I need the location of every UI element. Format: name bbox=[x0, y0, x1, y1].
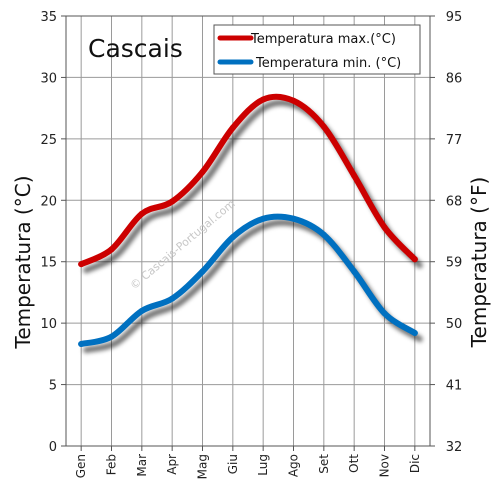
series-max-point-ott bbox=[351, 172, 358, 179]
series-max-point-ago bbox=[290, 97, 297, 104]
y-tick-label-right: 95 bbox=[446, 10, 463, 25]
y-tick-label-left: 20 bbox=[40, 194, 57, 209]
y-tick-label-left: 10 bbox=[40, 317, 57, 332]
x-tick-label: Giu bbox=[226, 454, 240, 474]
y-tick-label-left: 30 bbox=[40, 71, 57, 86]
series-max-point-mar bbox=[138, 210, 145, 217]
y-tick-label-left: 35 bbox=[40, 10, 57, 25]
series-max-point-set bbox=[320, 123, 327, 130]
x-tick-label: Apr bbox=[165, 454, 179, 475]
series-max-shadow bbox=[83, 99, 423, 274]
y-axis-title-right: Temperatura (°F) bbox=[467, 177, 491, 349]
series-max-point-gen bbox=[78, 261, 85, 268]
series-max-point-nov bbox=[381, 224, 388, 231]
series-min bbox=[78, 213, 423, 353]
y-tick-label-right: 32 bbox=[446, 440, 463, 455]
y-tick-label-left: 25 bbox=[40, 133, 57, 148]
x-tick-label: Feb bbox=[105, 454, 119, 475]
y-tick-label-right: 68 bbox=[446, 194, 463, 209]
series-min-point-dic bbox=[411, 329, 418, 336]
y-tick-label-right: 41 bbox=[446, 379, 463, 394]
series-min-point-nov bbox=[381, 310, 388, 317]
y-axis-right: 32 41 50 59 68 77 86 95 bbox=[430, 10, 462, 455]
gridlines bbox=[66, 16, 430, 446]
series-min-point-apr bbox=[169, 295, 176, 302]
series-min-point-gen bbox=[78, 341, 85, 348]
series-min-point-lug bbox=[260, 215, 267, 222]
series-max-point-dic bbox=[411, 256, 418, 263]
series-min-point-mar bbox=[138, 307, 145, 314]
y-tick-label-left: 15 bbox=[40, 256, 57, 271]
y-tick-label-right: 77 bbox=[446, 133, 463, 148]
series-max-point-mag bbox=[199, 169, 206, 176]
x-tick-label: Set bbox=[317, 454, 331, 474]
x-tick-label: Lug bbox=[256, 454, 270, 476]
y-tick-label-right: 86 bbox=[446, 71, 463, 86]
x-tick-label: Ott bbox=[347, 454, 361, 473]
chart-title: Cascais bbox=[88, 34, 183, 63]
x-tick-label: Dic bbox=[408, 454, 422, 473]
legend: Temperatura max.(°C) Temperatura min. (°… bbox=[213, 24, 421, 75]
series-max-point-feb bbox=[108, 246, 115, 253]
x-tick-label: Ago bbox=[287, 454, 301, 477]
series-max bbox=[78, 93, 423, 274]
x-tick-label: Nov bbox=[378, 454, 392, 477]
x-tick-label: Mar bbox=[135, 454, 149, 477]
series-max-point-giu bbox=[229, 124, 236, 131]
series-max-point-apr bbox=[169, 198, 176, 205]
series-min-point-ago bbox=[290, 215, 297, 222]
series-min-point-giu bbox=[229, 234, 236, 241]
plot-frame bbox=[65, 15, 431, 447]
series-min-point-set bbox=[320, 231, 327, 238]
series-max-point-lug bbox=[260, 96, 267, 103]
x-tick-label: Gen bbox=[74, 454, 88, 478]
series-min-point-ott bbox=[351, 268, 358, 275]
legend-label-max: Temperatura max.(°C) bbox=[250, 32, 396, 47]
y-tick-label-right: 50 bbox=[446, 317, 463, 332]
x-axis: Gen Feb Mar Apr Mag Giu Lug Ago Set Ott Nov Dic bbox=[74, 446, 422, 479]
y-tick-label-right: 59 bbox=[446, 256, 463, 271]
legend-label-min: Temperatura min. (°C) bbox=[255, 56, 401, 71]
series-min-line bbox=[78, 213, 418, 347]
y-tick-label-left: 5 bbox=[49, 379, 57, 394]
series-min-point-mag bbox=[199, 268, 206, 275]
y-axis-title-left: Temperatura (°C) bbox=[11, 175, 35, 349]
legend-box bbox=[213, 24, 421, 75]
series-layer bbox=[78, 93, 423, 353]
series-min-point-feb bbox=[108, 333, 115, 340]
y-tick-label-left: 0 bbox=[49, 440, 57, 455]
y-axis-left: 0 5 10 15 20 25 30 35 bbox=[40, 10, 66, 455]
series-max-line bbox=[78, 93, 418, 268]
x-tick-label: Mag bbox=[196, 454, 210, 479]
